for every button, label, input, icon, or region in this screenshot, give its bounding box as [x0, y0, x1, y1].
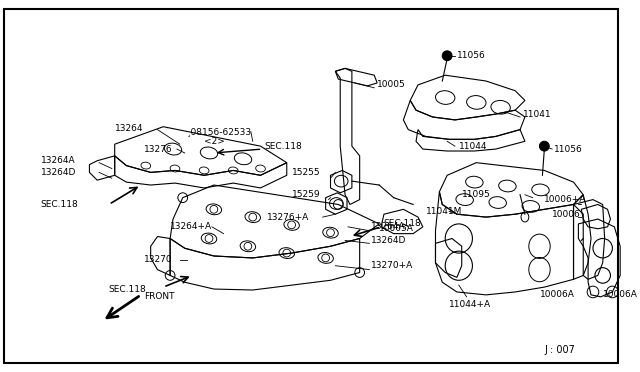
- Text: 11041: 11041: [523, 110, 552, 119]
- Text: 13264A: 13264A: [371, 222, 406, 231]
- Text: 10006: 10006: [552, 210, 581, 219]
- Text: SEC.118: SEC.118: [264, 142, 302, 151]
- Text: 15259: 15259: [292, 190, 320, 199]
- Text: 11044+A: 11044+A: [449, 300, 492, 309]
- Text: J : 007: J : 007: [545, 345, 575, 355]
- Text: 10006A: 10006A: [603, 291, 637, 299]
- Text: 10005A: 10005A: [379, 224, 414, 233]
- Text: SEC.118: SEC.118: [383, 219, 420, 228]
- Text: 13270+A: 13270+A: [371, 261, 413, 270]
- Circle shape: [540, 141, 549, 151]
- Text: 13264D: 13264D: [41, 168, 76, 177]
- Text: 13270: 13270: [144, 255, 173, 264]
- Text: 10006+A: 10006+A: [545, 195, 587, 204]
- Text: SEC.118: SEC.118: [109, 285, 147, 294]
- Text: 10005: 10005: [377, 80, 406, 89]
- Text: FRONT: FRONT: [144, 292, 174, 301]
- Text: 13264A: 13264A: [41, 156, 76, 165]
- Text: 11044: 11044: [459, 142, 487, 151]
- Circle shape: [442, 51, 452, 61]
- Text: 13276: 13276: [144, 145, 173, 154]
- Text: <2>: <2>: [204, 137, 225, 146]
- Text: 15255: 15255: [292, 168, 320, 177]
- Text: 11056: 11056: [457, 51, 486, 60]
- Text: 10006A: 10006A: [540, 291, 574, 299]
- Text: 11041M: 11041M: [426, 207, 462, 216]
- Text: SEC.118: SEC.118: [41, 200, 79, 209]
- Text: 13264D: 13264D: [371, 236, 406, 245]
- Text: 13276+A: 13276+A: [268, 213, 310, 222]
- Text: 13264: 13264: [115, 124, 143, 133]
- Text: 11095: 11095: [461, 190, 490, 199]
- Text: ¸08156-62533: ¸08156-62533: [187, 127, 252, 136]
- Text: 13264+A: 13264+A: [170, 222, 212, 231]
- Text: 11056: 11056: [554, 145, 583, 154]
